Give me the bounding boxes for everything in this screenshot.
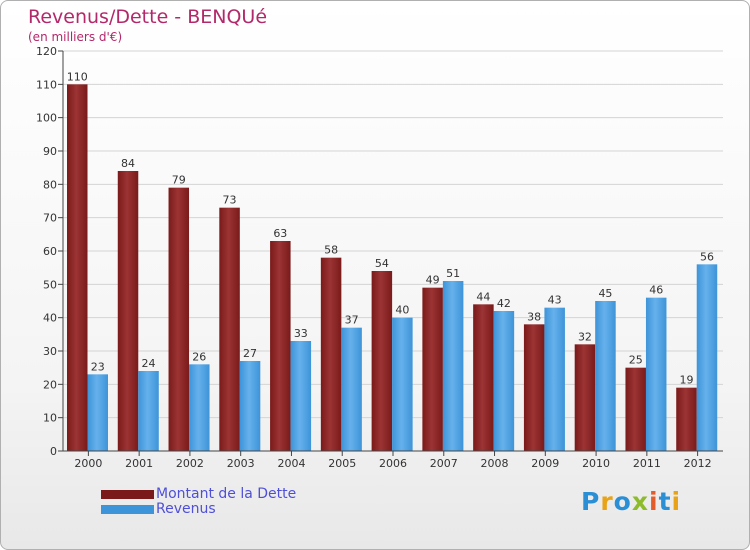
legend-label-revenue: Revenus: [156, 501, 216, 517]
data-label-revenue: 40: [395, 304, 409, 317]
chart-title: Revenus/Dette - BENQUé: [28, 6, 268, 28]
logo-letter: t: [658, 487, 672, 516]
bar-revenue: [442, 281, 464, 451]
y-tick-label: 0: [50, 445, 57, 458]
data-label-revenue: 42: [497, 297, 511, 310]
data-label-revenue: 45: [598, 287, 612, 300]
y-tick-label: 70: [43, 212, 57, 225]
y-tick-label: 100: [36, 112, 57, 125]
logo-letter: i: [671, 487, 682, 516]
data-label-revenue: 26: [192, 350, 206, 363]
data-label-debt: 63: [273, 227, 287, 240]
data-label-revenue: 37: [345, 314, 359, 327]
bar-debt: [574, 344, 596, 451]
y-tick-label: 20: [43, 378, 57, 391]
x-tick-label: 2007: [430, 457, 458, 470]
x-tick-label: 2006: [379, 457, 407, 470]
bar-revenue: [239, 361, 261, 451]
data-label-debt: 32: [578, 330, 592, 343]
data-label-debt: 79: [172, 174, 186, 187]
y-tick-label: 90: [43, 145, 57, 158]
bar-debt: [117, 171, 139, 451]
data-label-revenue: 24: [142, 357, 156, 370]
data-label-debt: 19: [679, 374, 693, 387]
bar-revenue: [341, 327, 362, 451]
data-label-debt: 73: [223, 194, 237, 207]
bar-debt: [523, 324, 545, 451]
data-label-revenue: 43: [548, 294, 562, 307]
bar-revenue: [595, 301, 616, 451]
x-tick-label: 2011: [633, 457, 661, 470]
bar-debt: [320, 257, 342, 451]
data-label-debt: 110: [67, 70, 88, 83]
x-tick-label: 2004: [277, 457, 305, 470]
bar-revenue: [87, 374, 108, 451]
y-tick-label: 120: [36, 45, 57, 58]
bar-debt: [168, 187, 190, 451]
x-tick-label: 2008: [481, 457, 509, 470]
data-label-debt: 84: [121, 157, 135, 170]
legend-label-debt: Montant de la Dette: [156, 486, 297, 502]
bar-debt: [371, 271, 393, 451]
logo-letter: P: [581, 487, 601, 516]
y-tick-label: 110: [36, 78, 57, 91]
bar-revenue: [392, 317, 413, 451]
bar-debt: [625, 367, 646, 451]
x-tick-label: 2002: [176, 457, 204, 470]
bar-debt: [270, 241, 291, 451]
y-tick-label: 10: [43, 412, 57, 425]
legend-swatch-debt: [101, 490, 154, 499]
logo-letter: x: [631, 487, 649, 516]
bar-revenue: [138, 371, 159, 451]
data-label-revenue: 23: [91, 360, 105, 373]
data-label-debt: 44: [476, 290, 490, 303]
data-label-debt: 54: [375, 257, 389, 270]
y-tick-label: 50: [43, 278, 57, 291]
x-tick-label: 2009: [531, 457, 559, 470]
x-tick-label: 2010: [582, 457, 610, 470]
y-tick-label: 30: [43, 345, 57, 358]
data-label-debt: 38: [527, 310, 541, 323]
legend-swatch-revenue: [101, 505, 154, 514]
x-tick-label: 2003: [227, 457, 255, 470]
data-label-debt: 25: [629, 354, 643, 367]
bar-debt: [219, 207, 240, 451]
bar-debt: [473, 304, 494, 451]
data-label-revenue: 56: [700, 250, 714, 263]
bar-debt: [422, 287, 443, 451]
data-label-revenue: 27: [243, 347, 257, 360]
bar-debt: [676, 387, 697, 451]
bar-revenue: [544, 307, 565, 451]
logo-letter: r: [600, 487, 614, 516]
bar-revenue: [290, 341, 312, 451]
x-tick-label: 2000: [74, 457, 102, 470]
logo-letter: o: [613, 487, 632, 516]
data-label-revenue: 46: [649, 284, 663, 297]
y-tick-label: 40: [43, 312, 57, 325]
data-label-debt: 49: [426, 274, 440, 287]
data-label-debt: 58: [324, 244, 338, 257]
data-label-revenue: 33: [294, 327, 308, 340]
bar-revenue: [696, 264, 718, 451]
y-tick-label: 80: [43, 178, 57, 191]
bar-debt: [67, 84, 88, 451]
y-tick-label: 60: [43, 245, 57, 258]
bar-revenue: [189, 364, 210, 451]
x-tick-label: 2005: [328, 457, 356, 470]
bar-revenue: [645, 297, 667, 451]
x-tick-label: 2001: [125, 457, 153, 470]
logo-letter: i: [649, 487, 659, 516]
bar-revenue: [493, 311, 515, 451]
chart-subtitle: (en milliers d'€): [28, 30, 123, 44]
proxiti-logo: Proxiti: [581, 487, 681, 516]
data-label-revenue: 51: [446, 267, 460, 280]
x-tick-label: 2012: [684, 457, 712, 470]
